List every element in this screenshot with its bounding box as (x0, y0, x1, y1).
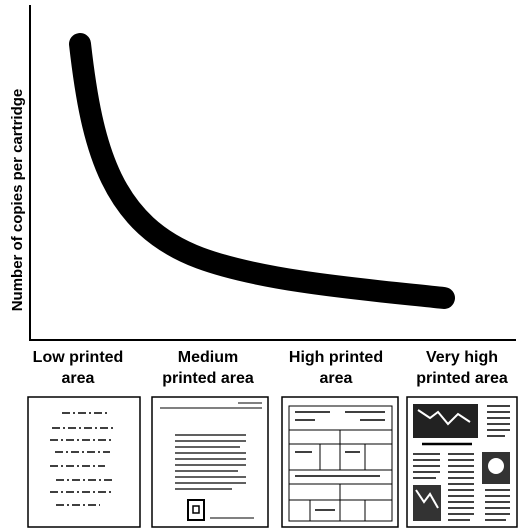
thumbnail-very-high (406, 396, 518, 528)
category-label: printed area (416, 370, 508, 387)
category-label: High printed (289, 349, 383, 366)
category-label: Very high (426, 349, 498, 366)
category-label: printed area (162, 370, 254, 387)
category-label: Medium (178, 349, 238, 366)
category-label: Low printed (33, 349, 124, 366)
category-label: area (62, 370, 95, 387)
y-axis-label: Number of copies per cartridge (9, 89, 26, 312)
thumbnail-low (27, 396, 141, 528)
thumbnail-high (281, 396, 399, 528)
category-label: area (320, 370, 353, 387)
trend-curve (69, 33, 455, 309)
thumbnail-medium (151, 396, 269, 528)
